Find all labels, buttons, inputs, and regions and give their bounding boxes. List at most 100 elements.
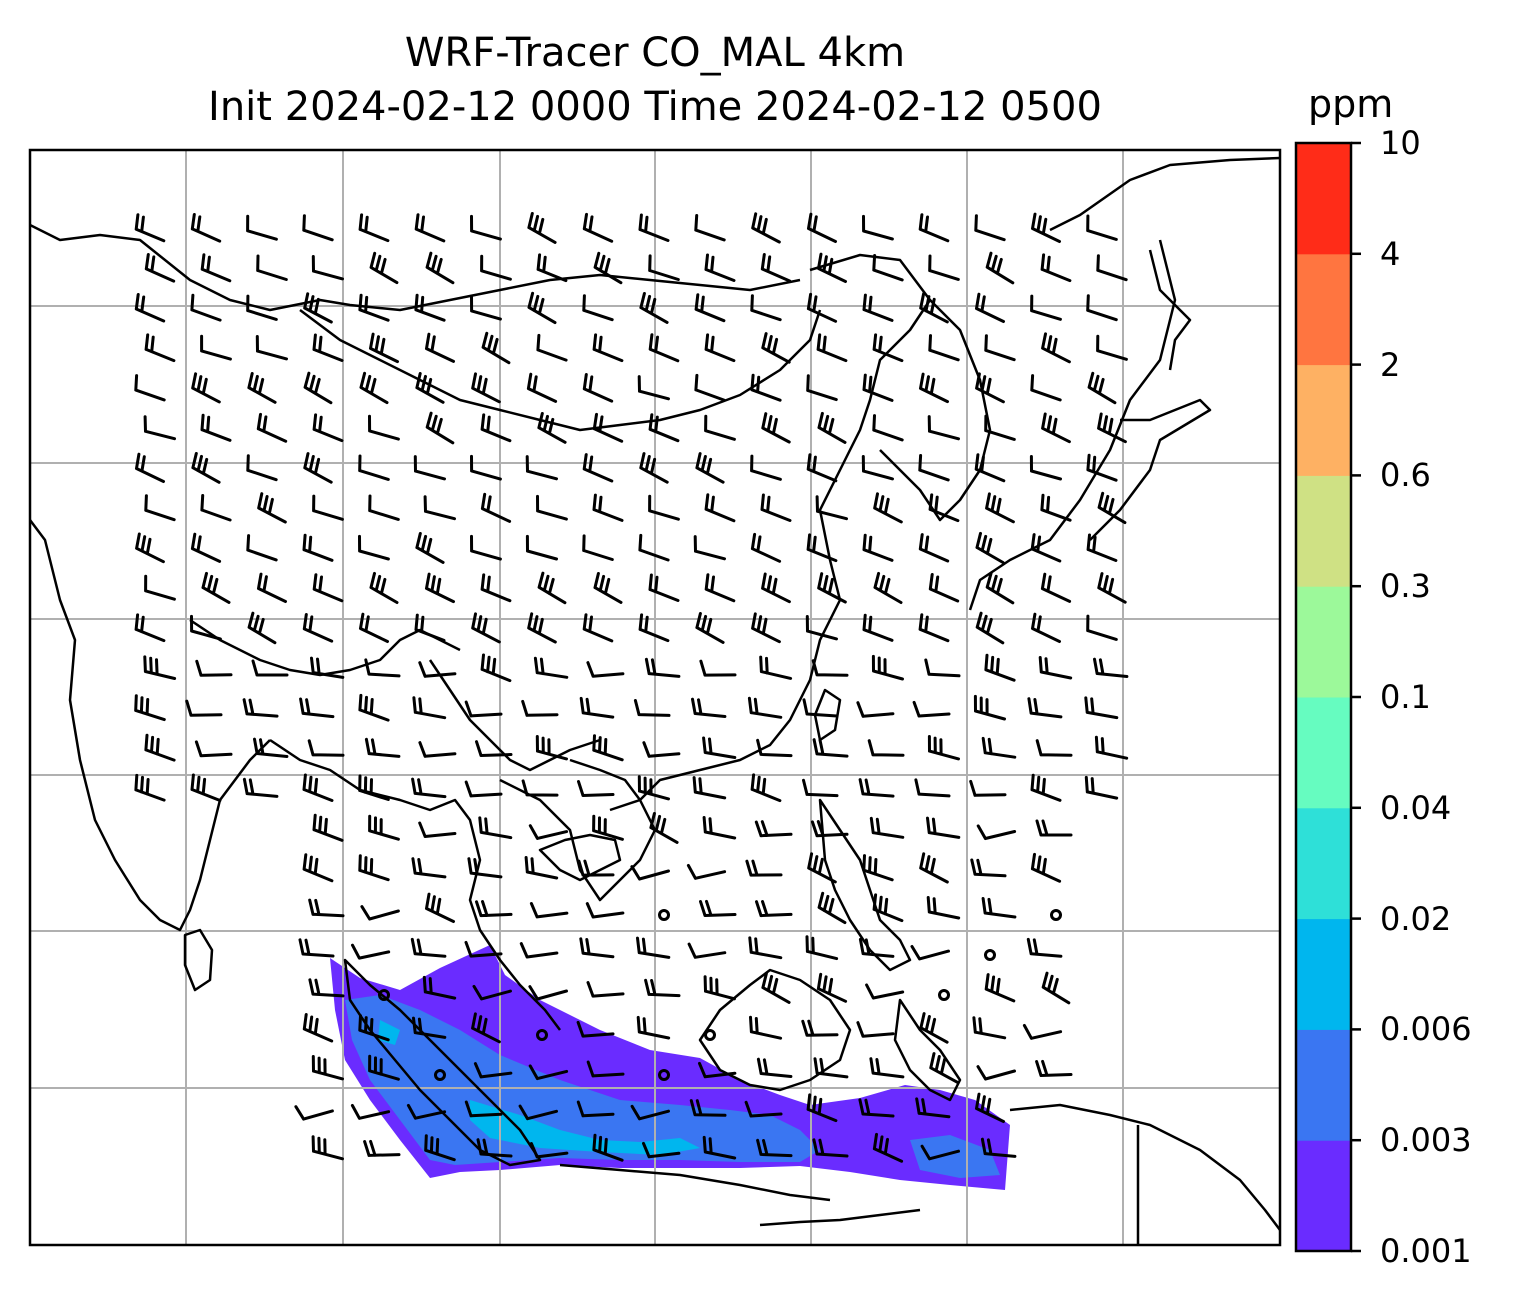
wind-barb — [761, 412, 791, 444]
wind-barb — [144, 253, 176, 283]
wind-barb — [312, 333, 344, 362]
wind-barb — [464, 780, 503, 798]
wind-barb — [536, 494, 568, 521]
wind-barb — [817, 572, 847, 604]
wind-barb — [973, 694, 1006, 721]
border-himalaya — [189, 618, 461, 677]
wind-barb — [694, 293, 726, 323]
colorbar-tick-label: 4 — [1380, 234, 1401, 273]
wind-barb — [630, 865, 670, 881]
wind-barb — [704, 253, 736, 282]
wind-barb — [1026, 937, 1063, 958]
wind-barb — [648, 413, 680, 443]
wind-barb — [311, 1135, 344, 1161]
wind-barb — [975, 531, 1005, 564]
wind-barb — [134, 613, 166, 643]
wind-barb — [358, 534, 390, 561]
wind-barb — [422, 975, 457, 1000]
wind-barb — [806, 453, 838, 483]
wind-barb — [528, 1064, 569, 1081]
wind-barb — [576, 1020, 615, 1038]
wind-barb — [412, 696, 447, 720]
wind-barb — [527, 212, 557, 244]
wind-barb — [974, 453, 1006, 483]
wind-barb — [467, 857, 503, 879]
wind-barb — [638, 613, 670, 643]
wind-barbs — [134, 212, 1129, 1163]
wind-barb — [308, 898, 345, 918]
wind-barb — [630, 1104, 670, 1121]
wind-barb — [928, 334, 960, 362]
wind-calm-marker — [658, 909, 670, 921]
wind-barb — [134, 213, 166, 243]
wind-barb — [415, 532, 445, 564]
coast-lesser-sunda — [759, 1208, 921, 1227]
wind-barb — [924, 658, 961, 678]
wind-barb — [648, 494, 680, 521]
wind-barb — [699, 899, 737, 917]
wind-barb — [806, 1093, 838, 1123]
wind-barb — [413, 455, 446, 481]
wind-barb — [817, 252, 847, 283]
wind-barb — [981, 897, 1017, 919]
wind-barb — [143, 655, 177, 680]
wind-barb — [247, 611, 277, 645]
wind-barb — [303, 292, 333, 324]
wind-barb — [529, 902, 569, 919]
wind-calm-marker — [1050, 909, 1062, 921]
colorbar-ticks — [1351, 141, 1361, 1253]
wind-barb — [358, 293, 390, 322]
wind-barb — [702, 816, 737, 840]
wind-barb — [693, 535, 726, 561]
wind-barb — [471, 612, 501, 644]
colorbar-tick-label: 0.3 — [1380, 567, 1431, 606]
wind-barb — [200, 334, 232, 361]
wind-barb — [969, 779, 1007, 797]
colorbar — [1296, 143, 1351, 1252]
wind-barb — [648, 333, 680, 363]
wind-barb — [812, 1138, 849, 1158]
wind-barb — [1030, 773, 1062, 802]
coast-gulf-thailand — [499, 758, 657, 902]
wind-barb — [985, 571, 1015, 605]
wind-barb — [359, 612, 389, 643]
border-indochina — [428, 659, 601, 772]
wind-barb — [364, 737, 401, 758]
wind-barb — [985, 492, 1015, 524]
wind-barb — [415, 372, 445, 404]
wind-barb — [801, 1019, 839, 1037]
wind-barb — [302, 214, 334, 242]
wind-barb — [582, 453, 614, 483]
wind-barb — [528, 985, 568, 1001]
wind-barb — [303, 452, 333, 484]
wind-barb — [1027, 697, 1063, 719]
wind-barb — [358, 213, 390, 243]
wind-barb — [984, 334, 1016, 362]
wind-barb — [1097, 572, 1127, 604]
wind-barb — [755, 900, 793, 918]
wind-barb — [369, 571, 399, 604]
wind-barb — [644, 978, 681, 998]
wind-barb — [805, 615, 838, 641]
wind-barb — [807, 212, 837, 243]
wind-barb — [984, 414, 1016, 441]
wind-barb — [411, 777, 447, 799]
wind-barb — [704, 414, 736, 441]
wind-barb — [423, 495, 456, 521]
wind-barb — [1094, 735, 1129, 760]
wind-barb — [817, 411, 847, 444]
wind-barb — [464, 940, 503, 958]
wind-barb — [1086, 214, 1118, 241]
wind-barb — [251, 659, 289, 677]
wind-barb — [918, 613, 950, 643]
colorbar-segment — [1296, 475, 1351, 587]
wind-barb — [246, 294, 278, 321]
wind-barb — [582, 534, 614, 561]
wind-barb — [869, 1057, 905, 1079]
wind-barb — [586, 981, 625, 998]
wind-barb — [302, 1013, 334, 1043]
wind-barb — [359, 371, 389, 405]
wind-barb — [919, 852, 949, 884]
wind-barb — [975, 292, 1005, 323]
